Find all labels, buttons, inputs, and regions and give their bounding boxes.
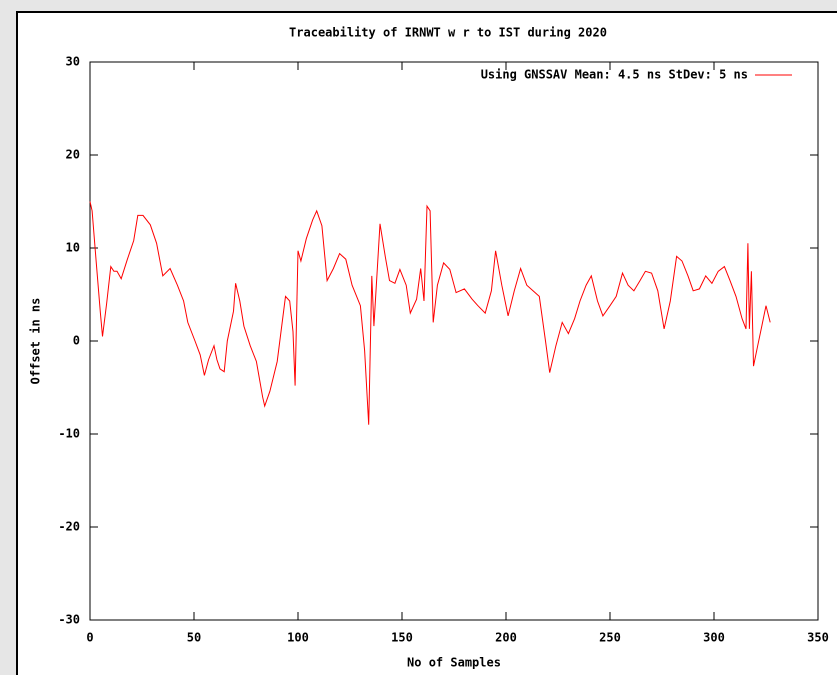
y-tick-label: 20 bbox=[66, 148, 80, 162]
x-tick-label: 200 bbox=[495, 631, 517, 645]
data-line bbox=[89, 201, 771, 425]
chart-title: Traceability of IRNWT w r to IST during … bbox=[289, 26, 607, 40]
y-axis-label: Offset in ns bbox=[29, 298, 43, 385]
y-tick-label: -30 bbox=[58, 613, 80, 627]
x-tick-label: 350 bbox=[807, 631, 829, 645]
x-tick-label: 100 bbox=[287, 631, 309, 645]
y-tick-label: -10 bbox=[58, 427, 80, 441]
panel bbox=[16, 11, 837, 675]
x-tick-label: 150 bbox=[391, 631, 413, 645]
y-tick-label: 0 bbox=[73, 334, 80, 348]
legend-label: Using GNSSAV Mean: 4.5 ns StDev: 5 ns bbox=[481, 68, 748, 82]
y-tick-label: 30 bbox=[66, 55, 80, 69]
y-tick-label: -20 bbox=[58, 520, 80, 534]
x-tick-label: 300 bbox=[703, 631, 725, 645]
y-tick-label: 10 bbox=[66, 241, 80, 255]
x-axis-label: No of Samples bbox=[407, 656, 501, 670]
plot-border bbox=[89, 61, 819, 621]
x-tick-label: 0 bbox=[86, 631, 93, 645]
x-tick-label: 50 bbox=[187, 631, 201, 645]
x-tick-label: 250 bbox=[599, 631, 621, 645]
